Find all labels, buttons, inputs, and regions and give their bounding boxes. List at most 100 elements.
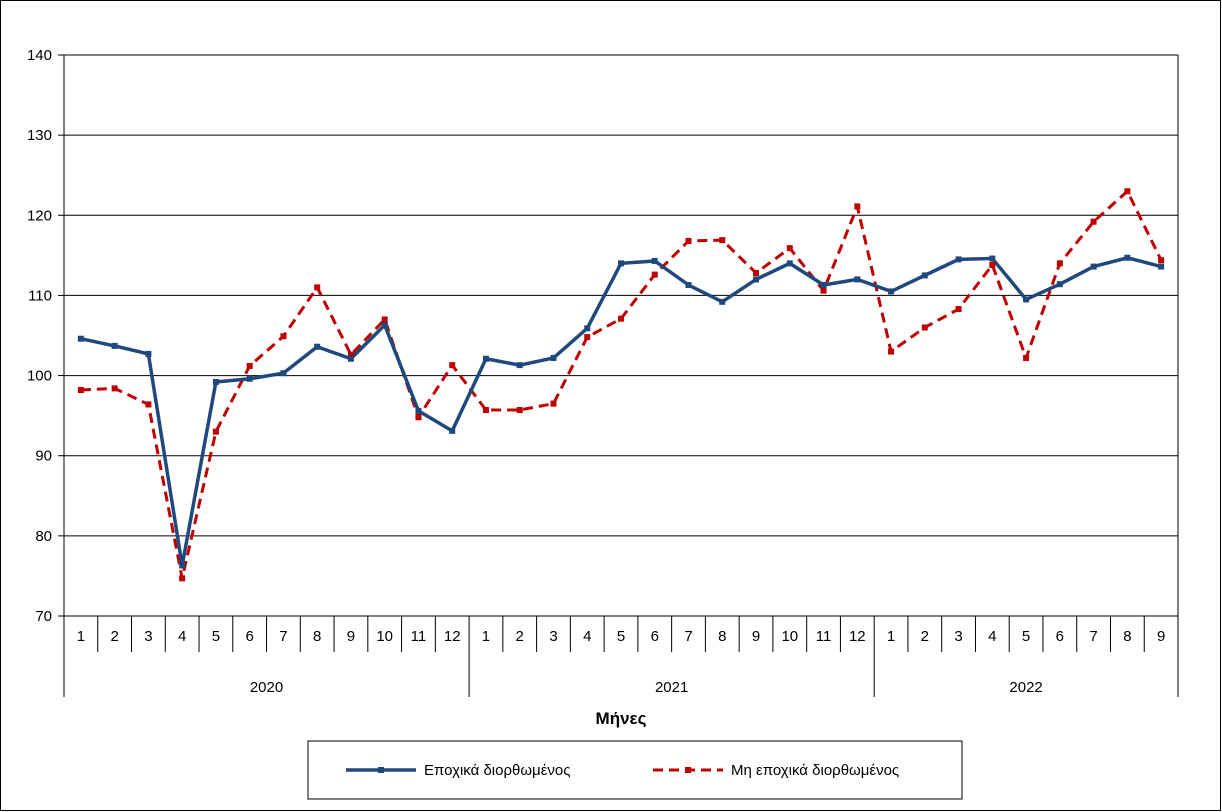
data-point bbox=[888, 348, 895, 355]
legend: Εποχικά διορθωμένος Μη εποχικά διορθωμένο… bbox=[307, 740, 963, 800]
data-point bbox=[719, 237, 726, 244]
x-tick-label: 7 bbox=[684, 628, 692, 645]
x-tick-label: 7 bbox=[1089, 628, 1097, 645]
data-point bbox=[584, 334, 591, 341]
data-point bbox=[347, 355, 354, 362]
data-point bbox=[347, 351, 354, 358]
data-point bbox=[1124, 188, 1131, 195]
x-tick-label: 8 bbox=[718, 628, 726, 645]
plot-area bbox=[63, 54, 1179, 617]
data-point bbox=[955, 256, 962, 263]
data-point bbox=[77, 386, 84, 393]
data-point bbox=[618, 315, 624, 322]
data-point bbox=[955, 306, 962, 313]
year-label: 2021 bbox=[655, 679, 688, 696]
data-point bbox=[753, 269, 760, 276]
legend-label: Μη εποχικά διορθωμένος bbox=[731, 762, 899, 779]
data-point bbox=[1090, 218, 1097, 225]
data-point bbox=[516, 362, 523, 369]
data-point bbox=[1023, 296, 1030, 303]
data-point bbox=[719, 298, 726, 305]
x-tick-label: 2 bbox=[921, 628, 929, 645]
x-tick-label: 1 bbox=[77, 628, 85, 645]
x-tick-label: 4 bbox=[583, 628, 591, 645]
y-tick-label: 80 bbox=[35, 528, 52, 545]
data-series bbox=[77, 188, 1165, 582]
data-point bbox=[482, 407, 489, 414]
data-point bbox=[1056, 260, 1063, 267]
y-tick-label: 120 bbox=[27, 207, 52, 224]
data-point bbox=[1023, 354, 1030, 361]
x-tick-label: 11 bbox=[816, 628, 832, 645]
year-label: 2020 bbox=[250, 679, 283, 696]
x-tick-label: 4 bbox=[178, 628, 186, 645]
x-tick-label: 2 bbox=[516, 628, 524, 645]
x-tick-label: 3 bbox=[144, 628, 152, 645]
data-point bbox=[989, 255, 996, 262]
x-tick-label: 10 bbox=[376, 628, 393, 645]
x-tick-label: 9 bbox=[752, 628, 760, 645]
x-tick-label: 6 bbox=[1056, 628, 1064, 645]
x-tick-label: 8 bbox=[313, 628, 321, 645]
legend-box bbox=[307, 740, 963, 800]
data-point bbox=[921, 272, 928, 279]
data-point bbox=[449, 427, 456, 434]
data-point bbox=[280, 370, 287, 377]
data-point bbox=[246, 375, 253, 382]
data-point bbox=[381, 316, 388, 323]
data-point bbox=[651, 257, 658, 264]
x-tick-label: 7 bbox=[279, 628, 287, 645]
x-tick-label: 6 bbox=[651, 628, 659, 645]
data-point bbox=[111, 342, 118, 349]
y-axis: 70 80 90 100 110 120 130 140 bbox=[27, 47, 64, 625]
data-point bbox=[854, 276, 861, 283]
data-point bbox=[651, 271, 658, 278]
x-tick-label: 9 bbox=[347, 628, 355, 645]
data-point bbox=[314, 284, 321, 291]
data-point bbox=[820, 282, 827, 289]
data-point bbox=[482, 355, 489, 362]
y-tick-label: 130 bbox=[27, 127, 52, 144]
data-point bbox=[246, 362, 253, 369]
data-point bbox=[212, 378, 219, 385]
legend-swatch-marker bbox=[378, 767, 384, 773]
data-point bbox=[415, 414, 422, 421]
data-point bbox=[449, 362, 456, 369]
x-tick-label: 1 bbox=[887, 628, 895, 645]
data-point bbox=[550, 354, 557, 361]
data-point bbox=[685, 237, 692, 244]
data-point bbox=[685, 282, 692, 289]
data-point bbox=[145, 350, 152, 357]
x-tick-label: 11 bbox=[411, 628, 427, 645]
data-point bbox=[1090, 263, 1097, 270]
data-point bbox=[786, 260, 793, 267]
x-tick-label: 6 bbox=[245, 628, 253, 645]
data-point bbox=[314, 343, 321, 350]
x-tick-label: 5 bbox=[212, 628, 220, 645]
data-point bbox=[212, 428, 219, 435]
data-point bbox=[753, 276, 760, 283]
data-point bbox=[1158, 257, 1165, 264]
x-tick-label: 2 bbox=[110, 628, 118, 645]
gridlines bbox=[64, 134, 1178, 537]
data-point bbox=[786, 245, 793, 252]
y-tick-label: 70 bbox=[35, 608, 52, 625]
data-point bbox=[1056, 281, 1063, 288]
data-point bbox=[280, 333, 287, 340]
data-point bbox=[618, 260, 624, 267]
data-point bbox=[415, 407, 422, 414]
y-tick-label: 90 bbox=[35, 448, 52, 465]
data-point bbox=[381, 322, 388, 329]
y-tick-label: 140 bbox=[27, 47, 52, 64]
x-tick-label: 10 bbox=[781, 628, 798, 645]
data-point bbox=[516, 407, 523, 414]
legend-swatch-marker bbox=[685, 767, 691, 773]
x-tick-label: 4 bbox=[988, 628, 996, 645]
x-axis-title: Μήνες bbox=[596, 709, 647, 728]
legend-label: Εποχικά διορθωμένος bbox=[424, 762, 570, 779]
x-tick-label: 5 bbox=[617, 628, 625, 645]
data-point bbox=[921, 324, 928, 331]
data-point bbox=[179, 575, 186, 582]
